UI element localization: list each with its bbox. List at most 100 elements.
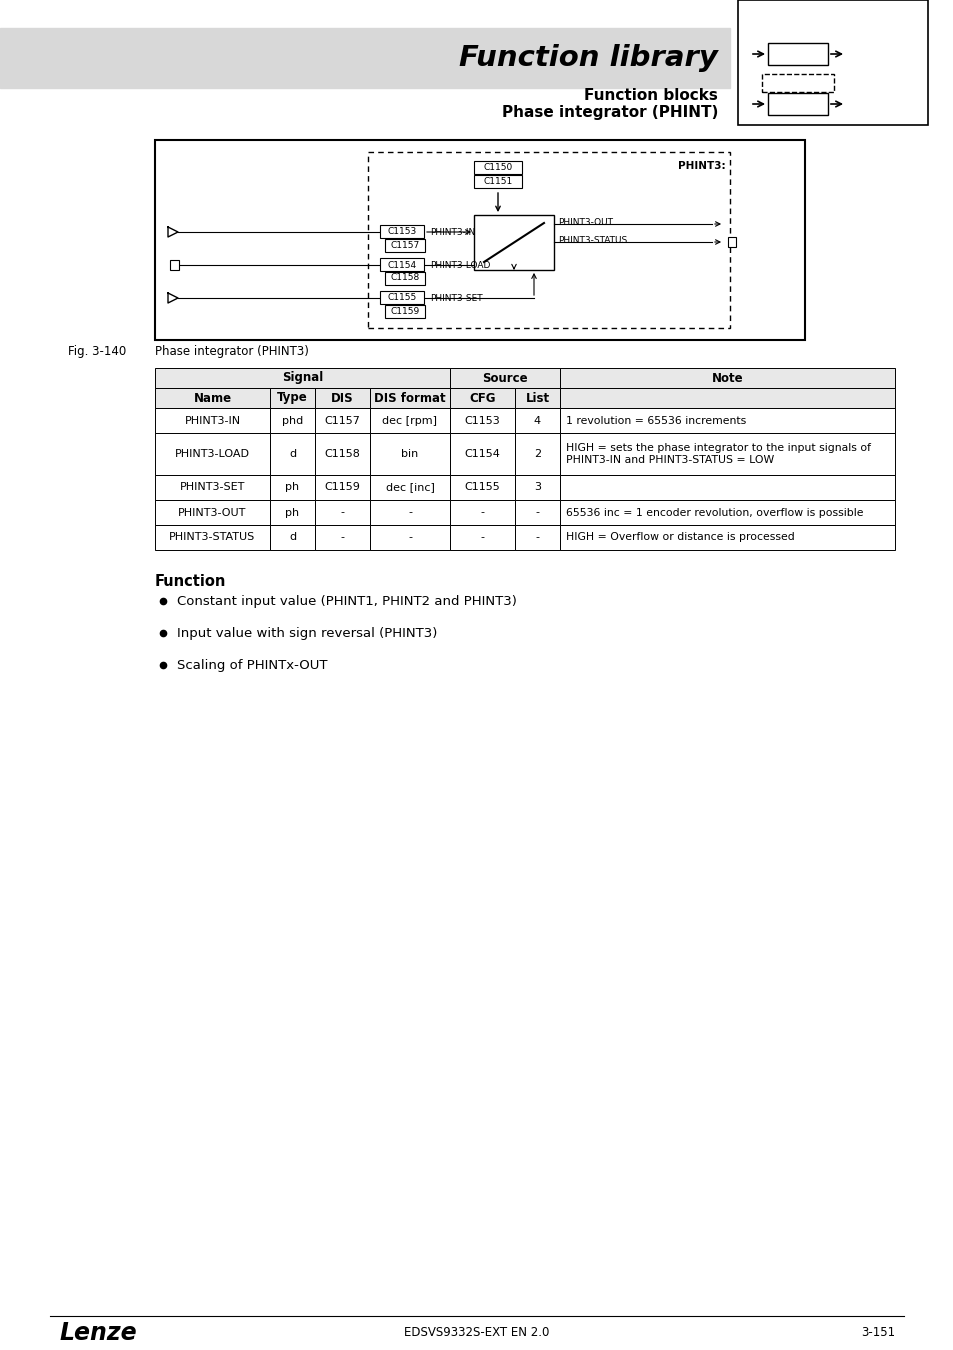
Bar bbox=[474, 215, 554, 270]
Bar bbox=[270, 433, 314, 475]
Text: -: - bbox=[340, 508, 344, 517]
Bar bbox=[379, 258, 423, 271]
Text: CFG: CFG bbox=[469, 392, 496, 405]
Bar bbox=[370, 500, 450, 525]
Text: C1153: C1153 bbox=[387, 228, 416, 236]
Bar bbox=[450, 369, 559, 387]
Text: dec [rpm]: dec [rpm] bbox=[382, 416, 437, 425]
Bar bbox=[450, 475, 515, 500]
Text: HIGH = sets the phase integrator to the input signals of
PHINT3-IN and PHINT3-ST: HIGH = sets the phase integrator to the … bbox=[565, 443, 870, 466]
Bar bbox=[515, 525, 559, 549]
Text: 3: 3 bbox=[534, 482, 540, 493]
Text: Note: Note bbox=[711, 371, 742, 385]
Bar bbox=[474, 176, 521, 188]
Bar bbox=[515, 387, 559, 408]
Bar bbox=[515, 433, 559, 475]
Bar bbox=[559, 408, 894, 433]
Text: Function library: Function library bbox=[458, 45, 718, 72]
Bar bbox=[314, 387, 370, 408]
Text: C1154: C1154 bbox=[464, 450, 500, 459]
Bar bbox=[370, 408, 450, 433]
Bar bbox=[450, 525, 515, 549]
Bar bbox=[154, 408, 270, 433]
Text: PHINT3-SET: PHINT3-SET bbox=[179, 482, 245, 493]
Bar bbox=[314, 500, 370, 525]
Text: C1159: C1159 bbox=[324, 482, 360, 493]
Bar bbox=[559, 475, 894, 500]
Bar bbox=[379, 225, 423, 238]
Bar bbox=[559, 525, 894, 549]
Bar bbox=[450, 408, 515, 433]
Bar bbox=[154, 369, 450, 387]
Bar bbox=[515, 475, 559, 500]
Bar bbox=[370, 525, 450, 549]
Text: PHINT3-LOAD: PHINT3-LOAD bbox=[174, 450, 250, 459]
Bar bbox=[727, 238, 735, 247]
Bar bbox=[738, 0, 927, 126]
Bar bbox=[0, 28, 729, 88]
Text: DIS: DIS bbox=[331, 392, 354, 405]
Bar bbox=[450, 500, 515, 525]
Bar bbox=[474, 161, 521, 174]
Bar bbox=[559, 433, 894, 475]
Text: C1157: C1157 bbox=[390, 240, 419, 250]
Bar bbox=[154, 525, 270, 549]
Bar bbox=[314, 525, 370, 549]
Bar bbox=[154, 475, 270, 500]
Bar bbox=[170, 261, 179, 270]
Bar bbox=[368, 153, 729, 328]
Text: Constant input value (PHINT1, PHINT2 and PHINT3): Constant input value (PHINT1, PHINT2 and… bbox=[177, 594, 517, 608]
Bar bbox=[385, 271, 424, 285]
Text: bin: bin bbox=[401, 450, 418, 459]
Text: dec [inc]: dec [inc] bbox=[385, 482, 434, 493]
Text: C1155: C1155 bbox=[464, 482, 500, 493]
Text: d: d bbox=[289, 450, 295, 459]
Text: C1151: C1151 bbox=[483, 177, 512, 185]
Text: 2: 2 bbox=[534, 450, 540, 459]
Text: Source: Source bbox=[481, 371, 527, 385]
Text: Phase integrator (PHINT): Phase integrator (PHINT) bbox=[501, 104, 718, 120]
Text: Signal: Signal bbox=[281, 371, 323, 385]
Bar bbox=[154, 500, 270, 525]
Bar bbox=[314, 408, 370, 433]
Bar bbox=[559, 369, 894, 387]
Text: DIS format: DIS format bbox=[374, 392, 445, 405]
Text: C1154: C1154 bbox=[387, 261, 416, 270]
Text: 65536 inc = 1 encoder revolution, overflow is possible: 65536 inc = 1 encoder revolution, overfl… bbox=[565, 508, 862, 517]
Text: -: - bbox=[408, 532, 412, 543]
Text: C1153: C1153 bbox=[464, 416, 500, 425]
Bar bbox=[270, 475, 314, 500]
Text: Phase integrator (PHINT3): Phase integrator (PHINT3) bbox=[154, 346, 309, 359]
Bar bbox=[370, 433, 450, 475]
Bar bbox=[154, 387, 270, 408]
Text: Input value with sign reversal (PHINT3): Input value with sign reversal (PHINT3) bbox=[177, 626, 436, 640]
Text: C1158: C1158 bbox=[390, 274, 419, 282]
Bar bbox=[270, 387, 314, 408]
Text: List: List bbox=[525, 392, 549, 405]
Text: C1150: C1150 bbox=[483, 162, 512, 171]
Bar bbox=[515, 408, 559, 433]
Bar bbox=[761, 74, 833, 92]
Text: HIGH = Overflow or distance is processed: HIGH = Overflow or distance is processed bbox=[565, 532, 794, 543]
Text: d: d bbox=[289, 532, 295, 543]
Bar bbox=[314, 433, 370, 475]
Bar bbox=[450, 433, 515, 475]
Text: PHINT3-STATUS: PHINT3-STATUS bbox=[558, 236, 626, 244]
Text: PHINT3-OUT: PHINT3-OUT bbox=[558, 217, 613, 227]
Text: Lenze: Lenze bbox=[60, 1322, 137, 1345]
Text: C1158: C1158 bbox=[324, 450, 360, 459]
Bar bbox=[385, 239, 424, 252]
Bar bbox=[154, 140, 804, 340]
Text: C1159: C1159 bbox=[390, 306, 419, 316]
Text: PHINT3-IN: PHINT3-IN bbox=[184, 416, 240, 425]
Bar bbox=[370, 475, 450, 500]
Text: Scaling of PHINTx-OUT: Scaling of PHINTx-OUT bbox=[177, 659, 327, 671]
Bar bbox=[154, 433, 270, 475]
Text: -: - bbox=[535, 532, 539, 543]
Bar bbox=[767, 93, 827, 115]
Bar bbox=[270, 525, 314, 549]
Bar bbox=[559, 500, 894, 525]
Text: PHINT3-IN: PHINT3-IN bbox=[430, 228, 475, 238]
Text: -: - bbox=[408, 508, 412, 517]
Text: Function: Function bbox=[154, 574, 226, 589]
